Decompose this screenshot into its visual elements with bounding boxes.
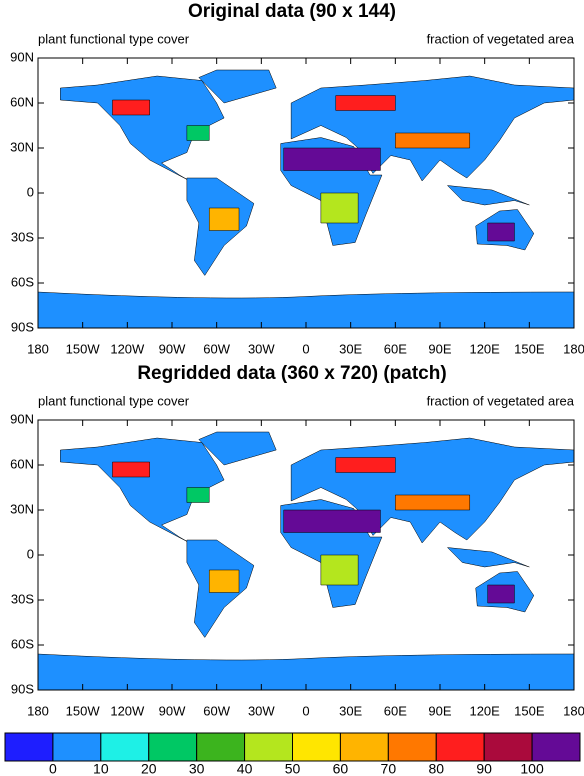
lon-label: 180: [27, 703, 49, 718]
colorbar-box: [387, 732, 437, 762]
colorbar-label: 100: [520, 761, 544, 776]
lon-label: 30W: [248, 341, 275, 356]
right-label: fraction of vegetated area: [427, 31, 575, 46]
lon-label: 60W: [203, 703, 230, 718]
lat-label: 90N: [10, 49, 34, 64]
colorbar-label: 30: [189, 761, 205, 776]
land: [198, 69, 277, 104]
land: [446, 185, 530, 206]
colorbar-box: [148, 732, 198, 762]
colorbar-box: [292, 732, 341, 762]
map: [37, 57, 575, 329]
colorbar-box: [100, 732, 150, 762]
lat-label: 60N: [10, 456, 34, 471]
colorbar-label: 40: [237, 761, 253, 776]
lon-label: 90W: [159, 703, 186, 718]
right-label: fraction of vegetated area: [427, 393, 575, 408]
land-patch: [395, 132, 471, 149]
left-label: plant functional type cover: [38, 393, 190, 408]
colorbar-box: [483, 732, 533, 762]
land-patch: [283, 147, 381, 171]
lon-label: 0: [302, 341, 309, 356]
lat-label: 90S: [11, 681, 34, 696]
lon-label: 60E: [384, 341, 407, 356]
lon-label: 90E: [428, 341, 451, 356]
land-patch: [487, 584, 515, 604]
land-patch: [208, 569, 240, 593]
lon-label: 120W: [110, 703, 145, 718]
lat-label: 0: [27, 546, 34, 561]
antarctica: [37, 653, 575, 691]
lat-label: 60S: [11, 636, 34, 651]
land-patch: [320, 554, 359, 586]
land-patch: [112, 99, 150, 116]
colorbar-label: 70: [381, 761, 397, 776]
lat-label: 30N: [10, 501, 34, 516]
lon-label: 180: [27, 341, 49, 356]
panel-title: Regridded data (360 x 720) (patch): [137, 363, 446, 384]
lon-label: 120E: [469, 341, 500, 356]
land: [60, 75, 225, 182]
land: [198, 431, 277, 466]
colorbar-label: 90: [476, 761, 492, 776]
lat-label: 90S: [11, 319, 34, 334]
lon-label: 0: [302, 703, 309, 718]
land: [446, 547, 530, 568]
land-patch: [208, 207, 240, 231]
lat-label: 90N: [10, 411, 34, 426]
lon-label: 150E: [514, 341, 545, 356]
land-patch: [487, 222, 515, 242]
lat-label: 30S: [11, 591, 34, 606]
land-patch: [186, 487, 210, 503]
colorbar-box: [196, 732, 246, 762]
land-patch: [112, 461, 150, 478]
lon-label: 150E: [514, 703, 545, 718]
lon-label: 180: [563, 703, 584, 718]
lon-label: 30E: [339, 341, 362, 356]
colorbar-box: [531, 732, 581, 762]
antarctica: [37, 291, 575, 329]
colorbar-box: [4, 732, 54, 762]
lon-label: 150W: [66, 703, 101, 718]
lon-label: 180: [563, 341, 584, 356]
land-patch: [335, 95, 396, 111]
lon-label: 120W: [110, 341, 145, 356]
lon-label: 60E: [384, 703, 407, 718]
lat-label: 60N: [10, 94, 34, 109]
lat-label: 60S: [11, 274, 34, 289]
lon-label: 90E: [428, 703, 451, 718]
land-patch: [186, 125, 210, 141]
colorbar-box: [435, 732, 485, 762]
land: [60, 437, 225, 544]
colorbar-box: [339, 732, 389, 762]
colorbar-box: [52, 732, 102, 762]
lon-label: 30E: [339, 703, 362, 718]
land-patch: [320, 192, 359, 224]
land-patch: [283, 509, 381, 533]
colorbar-box: [244, 732, 293, 762]
lon-label: 120E: [469, 703, 500, 718]
colorbar-label: 80: [428, 761, 444, 776]
lat-label: 0: [27, 184, 34, 199]
colorbar-label: 10: [93, 761, 109, 776]
panel-title: Original data (90 x 144): [188, 1, 396, 22]
lon-label: 150W: [66, 341, 101, 356]
colorbar-label: 20: [141, 761, 157, 776]
colorbar-label: 0: [49, 761, 57, 776]
colorbar-label: 60: [333, 761, 349, 776]
land-patch: [395, 494, 471, 511]
lon-label: 60W: [203, 341, 230, 356]
lat-label: 30N: [10, 139, 34, 154]
lat-label: 30S: [11, 229, 34, 244]
left-label: plant functional type cover: [38, 31, 190, 46]
colorbar-label: 50: [285, 761, 301, 776]
lon-label: 90W: [159, 341, 186, 356]
lon-label: 30W: [248, 703, 275, 718]
map: [37, 419, 575, 691]
land-patch: [335, 457, 396, 473]
